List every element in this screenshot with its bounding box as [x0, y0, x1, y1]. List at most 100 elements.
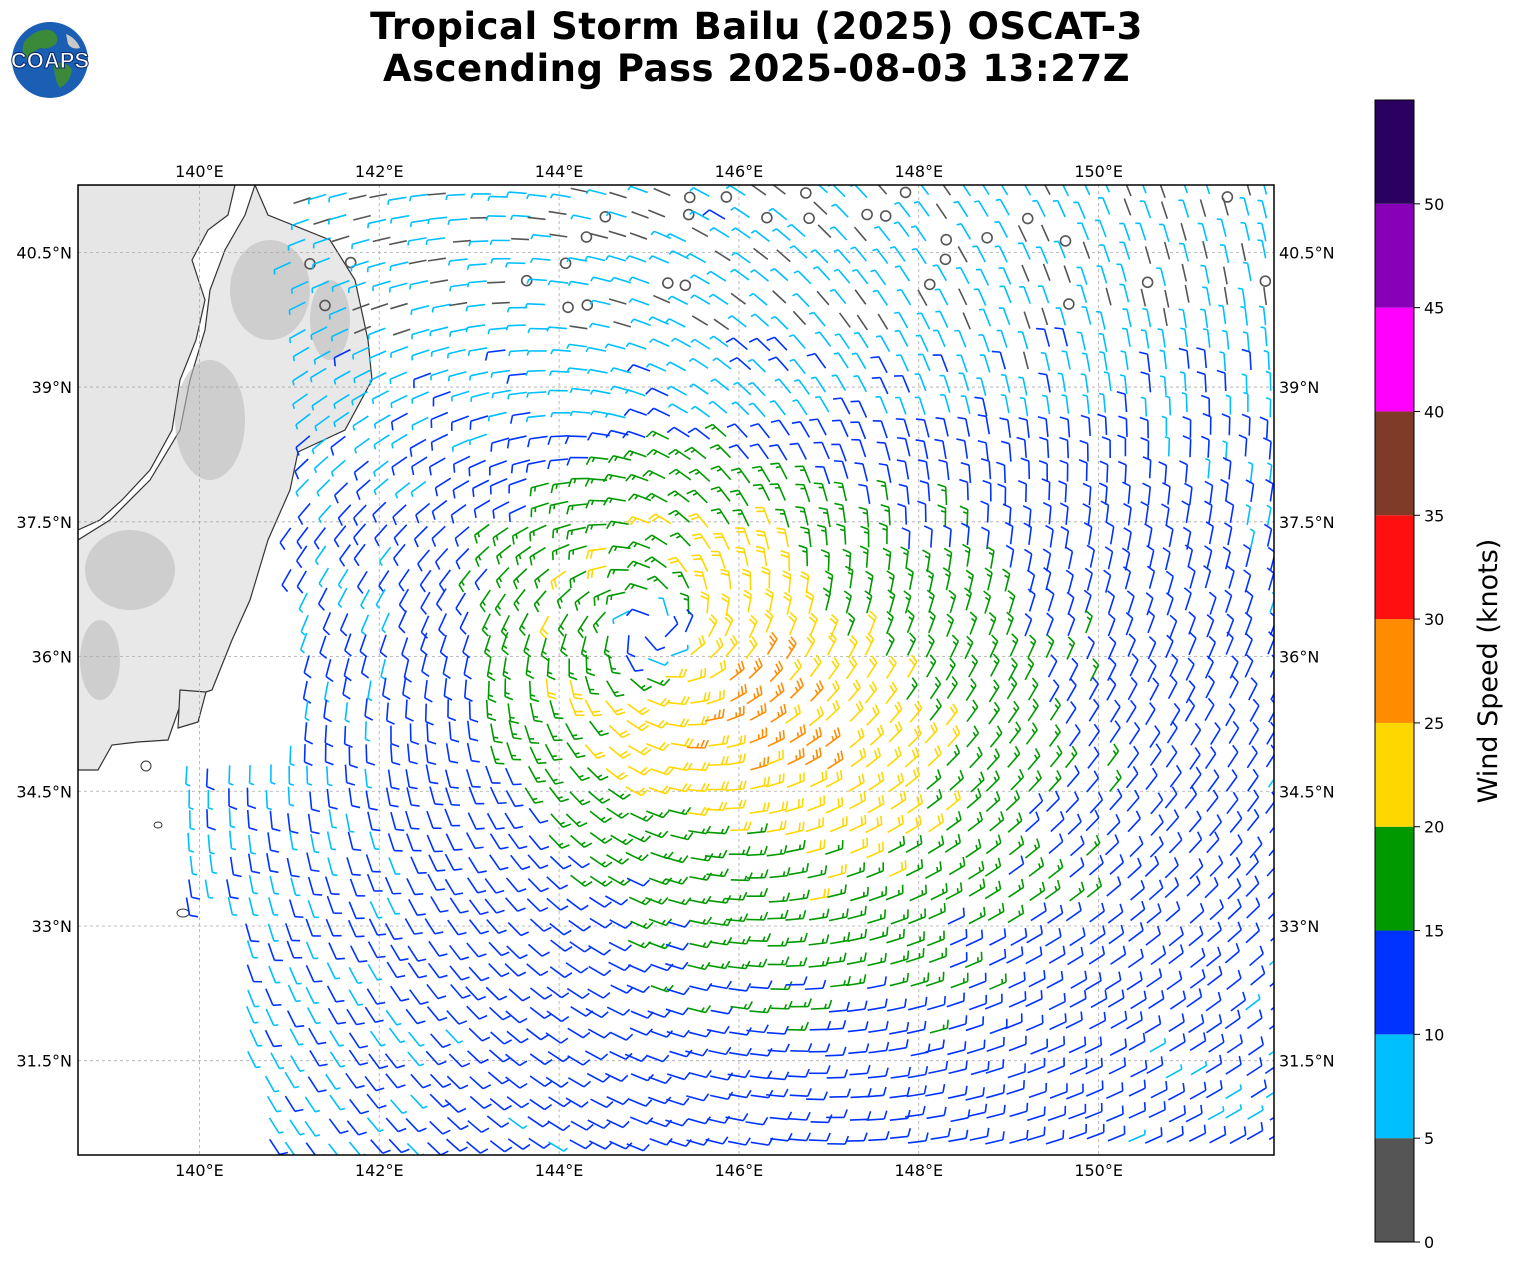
lat-tick-label-right: 33°N — [1279, 917, 1319, 936]
wind-barb — [868, 886, 888, 902]
wind-barb — [512, 568, 528, 590]
wind-barb — [353, 460, 369, 481]
wind-barb — [1127, 745, 1140, 769]
wind-barb — [337, 568, 349, 589]
wind-barb — [1181, 263, 1188, 282]
wind-barb — [314, 545, 327, 566]
wind-barb — [1164, 436, 1171, 457]
wind-barb — [978, 308, 992, 327]
wind-barb — [944, 833, 962, 853]
wind-barb — [968, 906, 986, 925]
wind-barb — [348, 194, 367, 201]
wind-barb — [1240, 243, 1247, 261]
wind-barb — [449, 965, 470, 981]
wind-barb — [304, 700, 310, 722]
wind-barb — [526, 350, 547, 356]
lon-tick-label-bottom: 140°E — [175, 1161, 224, 1180]
wind-barb — [448, 721, 460, 743]
wind-barb — [750, 980, 773, 990]
wind-barb — [1004, 521, 1014, 545]
wind-barb — [1262, 437, 1272, 460]
wind-barb — [982, 185, 990, 196]
wind-barb — [550, 411, 571, 418]
wind-barb — [577, 615, 589, 639]
wind-barb — [1247, 789, 1260, 813]
wind-barb — [1225, 703, 1236, 727]
wind-barb — [786, 772, 805, 789]
wind-barb — [373, 414, 391, 429]
wind-barb — [820, 549, 830, 572]
wind-barb — [569, 791, 591, 806]
wind-barb — [447, 919, 467, 936]
wind-barb — [447, 258, 468, 266]
wind-barb — [488, 941, 510, 957]
wind-barb — [1241, 348, 1252, 370]
wind-barb — [311, 280, 330, 294]
wind-barb — [928, 947, 947, 964]
wind-barb — [664, 615, 679, 638]
wind-barb — [1041, 478, 1051, 501]
wind-barb — [408, 259, 427, 265]
wind-barb — [847, 905, 867, 920]
wind-barb — [747, 381, 766, 397]
wind-barb — [965, 838, 982, 859]
wind-barb — [279, 527, 292, 551]
wind-barb — [1150, 792, 1164, 815]
wind-barb — [607, 875, 632, 886]
wind-barb — [445, 193, 466, 201]
wind-barb — [434, 547, 449, 570]
wind-barb — [650, 766, 674, 776]
lon-tick-label-top: 146°E — [715, 162, 764, 181]
lat-tick-label-right: 36°N — [1279, 648, 1319, 667]
wind-barb — [526, 278, 547, 284]
lat-tick-label-left: 36°N — [32, 648, 72, 667]
wind-barb — [648, 255, 670, 264]
wind-barb — [876, 479, 889, 501]
wind-barb — [463, 656, 472, 680]
wind-barb — [407, 945, 427, 962]
wind-barb — [710, 486, 731, 502]
wind-barb — [815, 465, 831, 485]
wind-barb — [293, 197, 311, 205]
wind-barb — [700, 591, 710, 614]
wind-barb — [388, 282, 408, 293]
wind-barb — [776, 249, 791, 263]
wind-barb — [1144, 523, 1153, 547]
wind-barb — [1125, 765, 1139, 789]
wind-barb — [895, 418, 911, 437]
wind-barb — [446, 348, 466, 359]
wind-barb — [189, 855, 198, 876]
wind-barb — [766, 845, 788, 857]
wind-barb — [390, 346, 409, 358]
wind-barb — [1204, 480, 1214, 504]
wind-barb — [566, 742, 586, 759]
wind-barb — [1142, 456, 1152, 479]
wind-barb — [479, 589, 491, 613]
wind-barb — [1116, 390, 1128, 413]
wind-barb — [367, 941, 386, 959]
wind-barb — [808, 612, 818, 637]
wind-barb — [266, 852, 279, 874]
wind-barb — [878, 522, 888, 545]
wind-barb — [845, 974, 867, 987]
wind-barb — [1229, 675, 1239, 699]
wind-barb — [973, 288, 987, 306]
wind-barb — [1103, 569, 1112, 593]
wind-barb — [665, 668, 688, 678]
wind-barb — [968, 878, 986, 897]
wind-barb — [1161, 415, 1168, 436]
wind-barb — [833, 268, 851, 284]
wind-barb — [529, 257, 551, 264]
wind-barb — [313, 527, 327, 550]
wind-barb — [769, 660, 784, 683]
wind-barb — [709, 980, 733, 990]
wind-barb — [1202, 286, 1211, 306]
wind-barb — [849, 727, 865, 749]
wind-barb — [313, 350, 331, 365]
wind-barb — [1007, 745, 1021, 768]
wind-barb — [803, 212, 815, 225]
wind-barb — [1227, 744, 1239, 768]
wind-barb — [305, 941, 319, 960]
wind-barb — [525, 656, 535, 680]
